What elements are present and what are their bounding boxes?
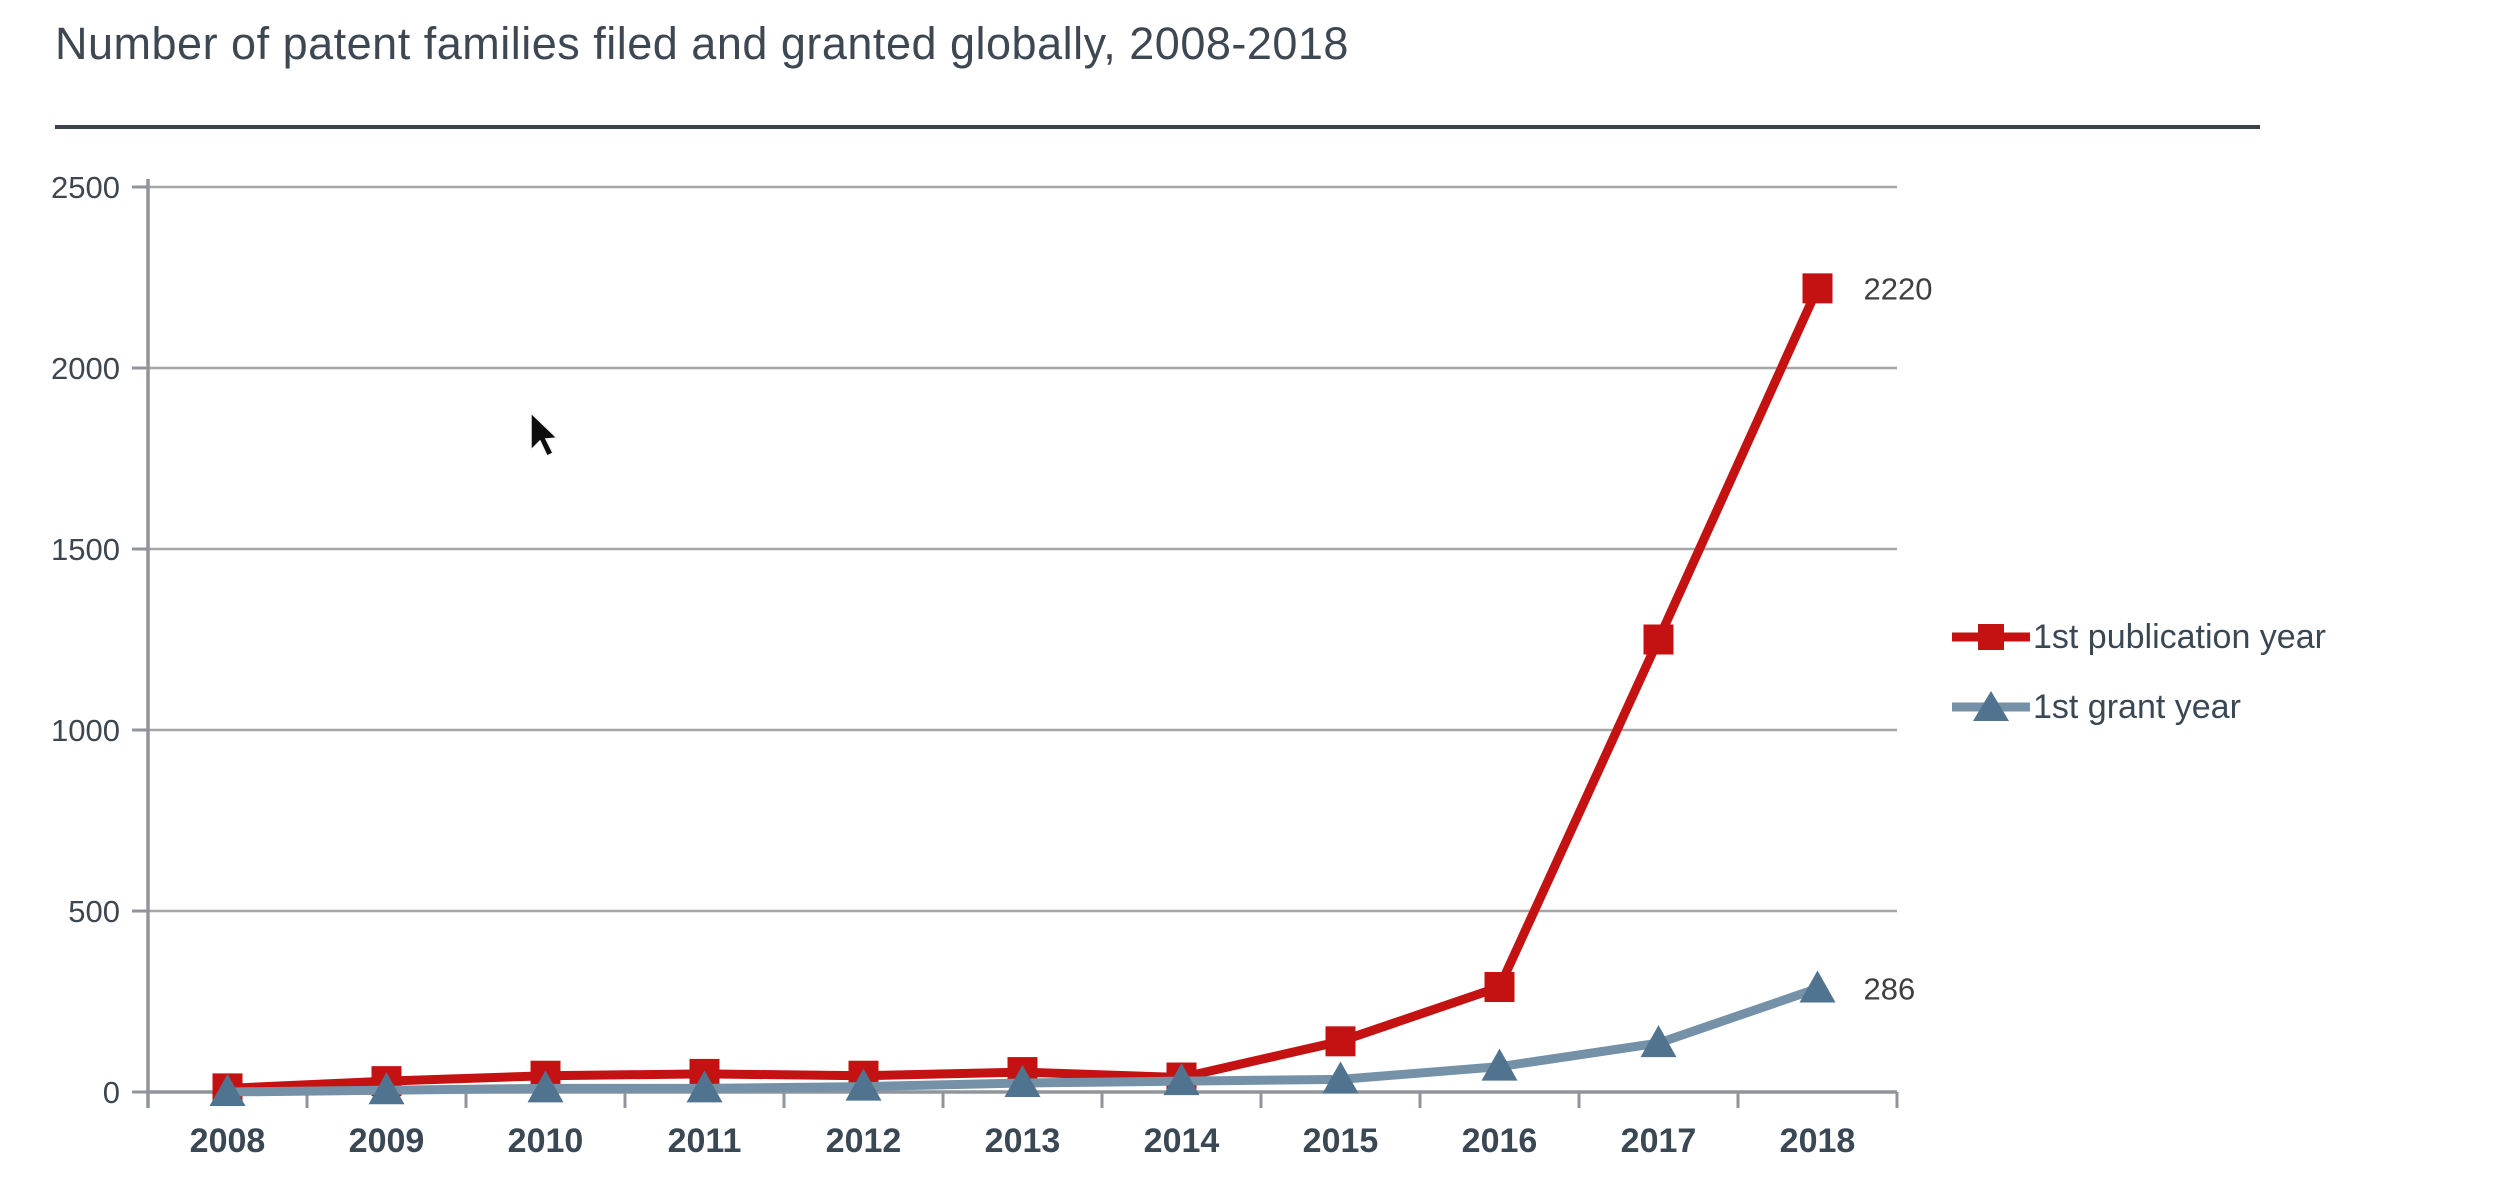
x-category-label: 2008 bbox=[190, 1122, 266, 1160]
x-category-label: 2014 bbox=[1144, 1122, 1220, 1160]
data-point-triangle[interactable] bbox=[368, 1072, 405, 1105]
series-end-data-label: 2220 bbox=[1864, 271, 1933, 306]
chart-title: Number of patent families filed and gran… bbox=[55, 18, 1349, 69]
data-point-triangle[interactable] bbox=[1163, 1063, 1200, 1096]
data-point-square[interactable] bbox=[1325, 1026, 1356, 1057]
x-category-label: 2015 bbox=[1303, 1122, 1379, 1160]
data-point-triangle[interactable] bbox=[1481, 1048, 1518, 1081]
data-point-triangle[interactable] bbox=[527, 1070, 564, 1103]
data-point-triangle[interactable] bbox=[1322, 1061, 1359, 1094]
x-category-label: 2012 bbox=[826, 1122, 902, 1160]
x-category-label: 2018 bbox=[1780, 1122, 1856, 1160]
title-underline bbox=[55, 125, 2260, 129]
y-tick-label: 0 bbox=[103, 1075, 120, 1110]
y-tick-label: 2500 bbox=[51, 170, 120, 205]
x-category-label: 2009 bbox=[349, 1122, 425, 1160]
legend-square-marker-icon bbox=[1952, 624, 2030, 650]
x-category-label: 2016 bbox=[1462, 1122, 1538, 1160]
y-tick-label: 500 bbox=[68, 894, 120, 929]
data-point-square[interactable] bbox=[1802, 273, 1833, 304]
chart-legend: 1st publication year 1st grant year bbox=[1952, 616, 2326, 728]
data-point-triangle[interactable] bbox=[1004, 1064, 1041, 1097]
data-point-triangle[interactable] bbox=[1640, 1025, 1677, 1058]
legend-label-grant-year: 1st grant year bbox=[2033, 687, 2241, 726]
x-category-label: 2011 bbox=[668, 1122, 742, 1160]
data-point-triangle[interactable] bbox=[686, 1070, 723, 1103]
data-point-triangle[interactable] bbox=[1799, 970, 1836, 1003]
x-category-label: 2017 bbox=[1621, 1122, 1697, 1160]
y-tick-label: 1500 bbox=[51, 532, 120, 567]
legend-label-publication-year: 1st publication year bbox=[2033, 617, 2326, 656]
y-tick-label: 1000 bbox=[51, 713, 120, 748]
x-category-label: 2010 bbox=[508, 1122, 584, 1160]
mouse-cursor-icon bbox=[530, 411, 559, 458]
data-point-square[interactable] bbox=[1643, 624, 1674, 655]
legend-triangle-marker-icon bbox=[1952, 691, 2030, 721]
data-point-square[interactable] bbox=[1484, 972, 1515, 1003]
data-point-triangle[interactable] bbox=[209, 1074, 246, 1106]
y-tick-label: 2000 bbox=[51, 351, 120, 386]
series-end-data-label: 286 bbox=[1864, 971, 1916, 1006]
x-category-label: 2013 bbox=[985, 1122, 1061, 1160]
data-point-triangle[interactable] bbox=[845, 1068, 882, 1101]
legend-item-grant-year[interactable]: 1st grant year bbox=[1952, 686, 2326, 728]
series-line-0 bbox=[227, 286, 1822, 1093]
legend-item-publication-year[interactable]: 1st publication year bbox=[1952, 616, 2326, 658]
